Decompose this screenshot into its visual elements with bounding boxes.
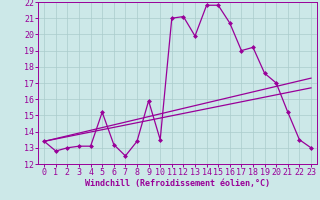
X-axis label: Windchill (Refroidissement éolien,°C): Windchill (Refroidissement éolien,°C)	[85, 179, 270, 188]
